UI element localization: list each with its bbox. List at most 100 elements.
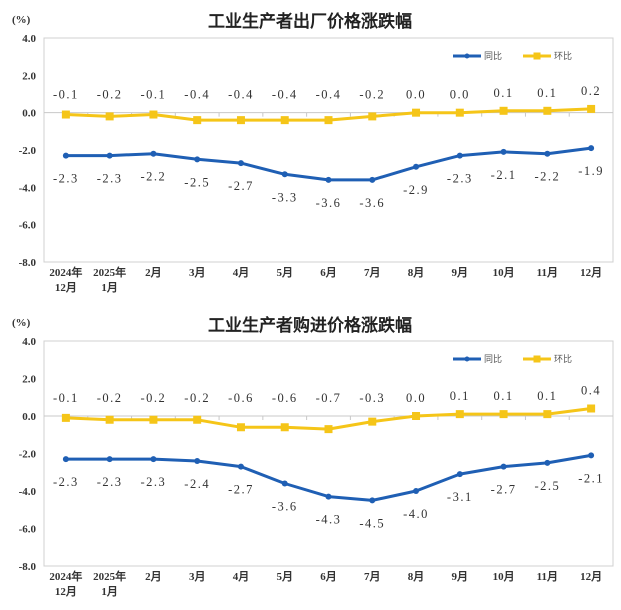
data-label: 0.2 [581,84,601,98]
data-label: -2.2 [141,170,167,184]
x-tick-label: 2025年 [93,265,126,279]
data-point [588,145,595,152]
y-tick-label: 0.0 [22,108,36,120]
legend-marker [533,355,541,363]
legend-marker [464,356,470,362]
data-label: -2.7 [491,483,517,497]
data-point [105,415,114,424]
data-point [237,463,244,470]
y-unit-label: (%) [12,14,31,26]
x-tick-label: 11月 [537,570,558,583]
data-label: -2.3 [97,172,123,186]
data-point [193,415,202,424]
data-label: -2.5 [534,479,560,493]
data-point [149,415,158,424]
x-tick-label: 6月 [320,266,337,279]
data-point [368,112,377,121]
data-label: -0.2 [97,391,123,405]
y-tick-label: -2.0 [19,145,37,157]
y-tick-label: 4.0 [22,336,36,348]
y-unit-label: (%) [12,317,31,329]
data-point [325,176,332,183]
data-point [281,480,288,487]
data-label: 0.1 [537,389,557,403]
data-label: -0.4 [184,88,210,102]
data-point [456,152,463,159]
data-label: 0.1 [494,86,514,100]
y-tick-label: 2.0 [22,70,36,82]
x-tick-label: 1月 [101,585,118,598]
data-label: 0.0 [406,88,426,102]
data-point [412,108,421,117]
data-label: -2.2 [534,170,560,184]
x-tick-label: 3月 [189,570,206,583]
data-label: -0.2 [359,88,385,102]
data-point [544,459,551,466]
data-point [543,410,552,419]
legend-label: 同比 [484,50,502,61]
data-point [61,110,70,119]
data-point [281,171,288,178]
data-point [106,152,113,159]
data-label: -0.2 [97,88,123,102]
y-tick-label: -4.0 [19,182,37,194]
data-label: -2.3 [141,475,167,489]
data-label: 0.1 [537,86,557,100]
data-point [193,116,202,125]
data-point [368,417,377,426]
x-tick-label: 2025年 [93,569,126,583]
x-tick-label: 7月 [364,266,381,279]
data-point [324,116,333,125]
y-tick-label: -6.0 [19,524,37,536]
x-tick-label: 2024年 [49,265,82,279]
data-point [194,156,201,163]
data-label: -0.2 [141,391,167,405]
x-tick-label: 10月 [493,266,515,279]
data-label: 0.1 [450,389,470,403]
data-point [413,488,420,494]
data-label: -3.3 [272,190,298,204]
data-label: -2.7 [228,483,254,497]
data-point [455,108,464,117]
x-tick-label: 4月 [233,266,250,279]
data-point [455,410,464,419]
data-point [61,413,70,422]
data-point [588,452,595,459]
data-label: -2.1 [491,168,517,182]
data-label: -2.5 [184,175,210,189]
data-label: -3.6 [316,196,342,210]
legend-label: 同比 [484,353,502,364]
data-point [369,176,376,183]
data-point [499,410,508,419]
data-point [105,112,114,121]
data-label: -0.6 [228,391,254,405]
y-tick-label: 2.0 [22,374,36,386]
x-tick-label: 8月 [408,266,425,279]
x-tick-label: 2月 [145,570,162,583]
data-label: -0.4 [228,88,254,102]
data-label: -0.1 [141,88,167,102]
data-point [237,160,244,167]
x-tick-label: 5月 [276,570,293,583]
data-label: -2.7 [228,179,254,193]
data-point [194,458,201,464]
data-label: 0.0 [450,88,470,102]
legend-marker [464,53,470,59]
x-tick-label: 2月 [145,266,162,279]
chart-2: 工业生产者购进价格涨跌幅 (%) 4.0 2.0 0.0 -2.0 -4.0 -6.0 -8.0… [12,315,614,598]
y-tick-label: 0.0 [22,411,36,423]
x-tick-label: 12月 [580,570,602,583]
x-tick-label: 12月 [55,585,77,598]
data-point [62,456,69,463]
data-label: -1.9 [578,164,604,178]
data-label: -3.1 [447,490,473,504]
data-label: 0.0 [406,391,426,405]
y-tick-label: -8.0 [19,257,37,269]
data-point [500,463,507,470]
data-label: -0.7 [316,391,342,405]
x-tick-label: 2024年 [49,569,82,583]
data-label: 0.1 [494,389,514,403]
data-point [543,106,552,115]
data-point [62,152,69,159]
